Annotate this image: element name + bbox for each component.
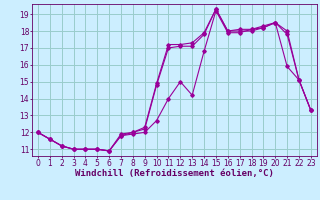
- X-axis label: Windchill (Refroidissement éolien,°C): Windchill (Refroidissement éolien,°C): [75, 169, 274, 178]
